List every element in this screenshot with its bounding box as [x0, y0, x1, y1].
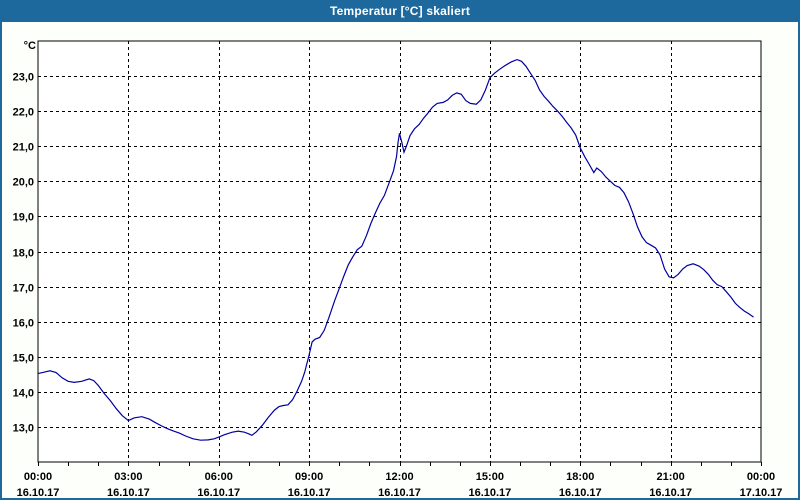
x-axis-date-label: 17.10.17	[740, 487, 783, 499]
x-axis-date-label: 16.10.17	[649, 487, 692, 499]
x-axis-date-label: 16.10.17	[197, 487, 240, 499]
x-axis-time-label: 15:00	[476, 471, 504, 483]
y-axis-label: 23,0	[13, 72, 34, 84]
x-axis-time-label: 21:00	[657, 471, 685, 483]
x-axis-date-label: 16.10.17	[107, 487, 150, 499]
x-axis-time-label: 00:00	[24, 471, 52, 483]
y-axis-label: 17,0	[13, 283, 34, 295]
x-axis-date-label: 16.10.17	[288, 487, 331, 499]
x-axis-time-label: 03:00	[114, 471, 142, 483]
y-axis-label: 21,0	[13, 142, 34, 154]
x-axis-time-label: 06:00	[205, 471, 233, 483]
y-axis-label: 13,0	[13, 423, 34, 435]
x-axis-date-label: 16.10.17	[468, 487, 511, 499]
x-axis-time-label: 12:00	[385, 471, 413, 483]
y-axis-label: 19,0	[13, 212, 34, 224]
x-axis-date-label: 16.10.17	[559, 487, 602, 499]
plot-area	[37, 40, 762, 463]
x-axis-time-label: 18:00	[566, 471, 594, 483]
temperature-line	[37, 58, 754, 441]
x-axis-time-label: 09:00	[295, 471, 323, 483]
y-axis-label: 16,0	[13, 318, 34, 330]
x-axis-time-label: 00:00	[747, 471, 775, 483]
y-axis-label: 18,0	[13, 248, 34, 260]
y-axis-label: 15,0	[13, 353, 34, 365]
title-bar: Temperatur [°C] skaliert	[0, 0, 800, 22]
unit-label: °C	[24, 40, 36, 52]
y-axis-label: 14,0	[13, 388, 34, 400]
y-axis-label: 22,0	[13, 107, 34, 119]
x-axis-date-label: 16.10.17	[378, 487, 421, 499]
x-axis-date-label: 16.10.17	[17, 487, 60, 499]
y-axis-label: 20,0	[13, 177, 34, 189]
window-title: Temperatur [°C] skaliert	[329, 4, 471, 18]
